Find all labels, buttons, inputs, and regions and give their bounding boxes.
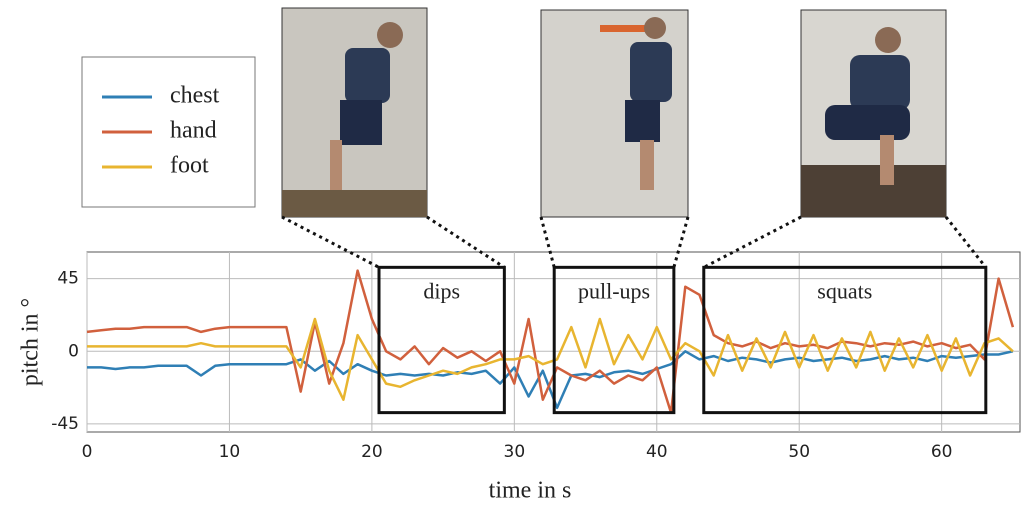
connector: [427, 217, 504, 267]
connector: [674, 217, 688, 267]
connector: [946, 217, 986, 267]
photo: [801, 10, 946, 217]
annotation-label: dips: [423, 278, 460, 303]
x-tick-label: 50: [788, 442, 810, 462]
legend-label: chest: [170, 83, 220, 109]
x-tick-label: 40: [646, 442, 668, 462]
connector: [541, 217, 554, 267]
y-tick-label: 0: [68, 341, 79, 361]
y-tick-label: -45: [51, 414, 79, 434]
x-tick-label: 0: [82, 442, 93, 462]
photo: [541, 10, 688, 217]
legend-label: foot: [170, 153, 209, 179]
connector: [704, 217, 801, 267]
y-axis-label: pitch in °: [18, 298, 44, 386]
annotation-label: pull-ups: [578, 278, 650, 303]
x-tick-label: 20: [361, 442, 383, 462]
connector: [282, 217, 379, 267]
photos: [282, 8, 946, 217]
figure: time in s pitch in ° 0102030405060-45045…: [0, 0, 1022, 506]
legend-label: hand: [170, 118, 217, 144]
y-tick-label: 45: [57, 269, 79, 289]
photo: [282, 8, 427, 217]
x-tick-label: 10: [219, 442, 241, 462]
data-line: [87, 351, 1013, 408]
x-tick-label: 30: [504, 442, 526, 462]
x-axis-label: time in s: [489, 478, 572, 504]
x-tick-label: 60: [931, 442, 953, 462]
annotation-label: squats: [817, 278, 872, 303]
